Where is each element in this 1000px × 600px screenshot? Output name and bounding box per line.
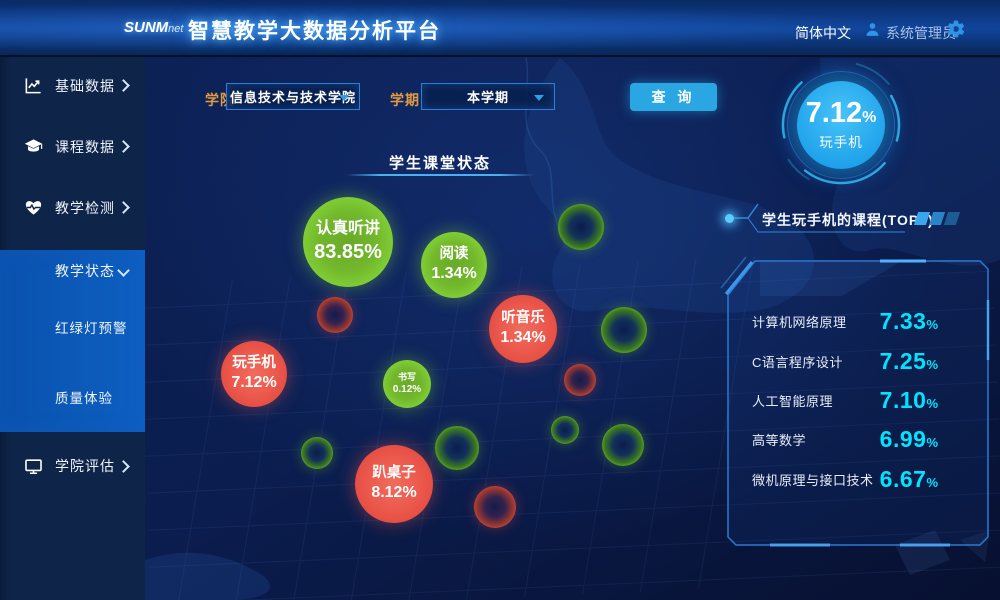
top5-list: 计算机网络原理 7.33% C语言程序设计 7.25% 人工智能原理 7.10% 高等数学 6… — [752, 302, 938, 499]
top5-value: 6.67% — [879, 465, 938, 492]
caret-down-icon — [534, 95, 544, 101]
language-switch[interactable]: 简体中文 — [795, 25, 851, 41]
query-button[interactable]: 查 询 — [630, 83, 717, 111]
phone-usage-gauge[interactable]: 7.12% 玩手机 — [797, 81, 885, 169]
top5-course: 人工智能原理 — [752, 393, 834, 409]
college-select[interactable]: 信息技术与技术学院 — [226, 83, 360, 110]
chevron-down-icon — [117, 264, 130, 277]
panel-glow-dot — [725, 214, 734, 223]
sidebar-item-label: 教学检测 — [55, 199, 115, 216]
bubble-value: 1.34% — [500, 329, 546, 347]
top5-row: C语言程序设计 7.25% — [752, 341, 938, 380]
bubble-label: 阅读 — [439, 246, 469, 263]
user-icon — [866, 23, 879, 36]
decorative-bubble — [474, 486, 516, 528]
state-bubble[interactable]: 玩手机 7.12% — [221, 341, 287, 407]
user-name[interactable]: 系统管理员 — [886, 25, 956, 41]
gear-icon[interactable] — [946, 19, 966, 39]
sidebar-subitem-label: 红绿灯预警 — [55, 321, 128, 336]
sidebar-item[interactable]: 课程数据 — [0, 116, 145, 177]
sidebar-item[interactable]: 教学检测 — [0, 177, 145, 238]
bubble-label: 玩手机 — [232, 355, 276, 372]
gauge-value: 7.12% — [805, 97, 877, 129]
decorative-bubble — [301, 437, 333, 469]
bubble-value: 83.85% — [314, 241, 382, 264]
state-bubble[interactable]: 阅读 1.34% — [421, 232, 487, 298]
state-bubble[interactable]: 趴桌子 8.12% — [355, 445, 433, 523]
top5-panel-title: 学生玩手机的课程(TOP5) — [762, 212, 934, 228]
sidebar-menu: 基础数据课程数据教学检测教学状态红绿灯预警质量体验学院评估 — [0, 55, 145, 600]
state-bubble[interactable]: 听音乐 1.34% — [489, 295, 557, 363]
term-filter-label: 学期 — [390, 92, 420, 108]
decorative-bubble — [564, 364, 596, 396]
monitor-icon — [24, 456, 44, 476]
decorative-bubble — [602, 424, 644, 466]
decorative-bubble — [551, 416, 579, 444]
bubble-value: 7.12% — [231, 374, 277, 392]
bubble-label: 书写 — [397, 371, 416, 382]
chart-title: 学生课堂状态 — [388, 155, 491, 172]
top5-value: 6.99% — [879, 426, 938, 453]
brand-logo: SUNMnet — [124, 19, 183, 36]
sidebar-item-label: 基础数据 — [55, 77, 115, 94]
gauge-label: 玩手机 — [819, 135, 863, 150]
top5-value: 7.33% — [879, 308, 938, 335]
sidebar-item[interactable]: 基础数据 — [0, 55, 145, 116]
term-select[interactable]: 本学期 — [421, 83, 555, 110]
sidebar-item-label: 学院评估 — [55, 458, 115, 474]
top5-course: 计算机网络原理 — [752, 315, 847, 331]
top5-row: 人工智能原理 7.10% — [752, 381, 938, 420]
bubble-value: 8.12% — [371, 484, 417, 502]
heart-pulse-icon — [24, 198, 44, 218]
state-bubble[interactable]: 认真听讲 83.85% — [303, 197, 393, 287]
graduation-cap-icon — [24, 137, 44, 157]
logo-main: SUNM — [124, 19, 169, 36]
top5-course: C语言程序设计 — [752, 354, 843, 370]
sidebar-subitem-label: 质量体验 — [55, 391, 113, 406]
sidebar-item-label: 教学状态 — [55, 263, 115, 279]
top5-course: 微机原理与接口技术 — [752, 472, 874, 488]
chart-title-underline — [346, 174, 534, 176]
bubble-label: 听音乐 — [501, 310, 545, 327]
sidebar-group-active: 教学状态红绿灯预警质量体验 — [0, 250, 145, 432]
bubble-value: 1.34% — [431, 265, 477, 283]
decorative-bubble — [317, 297, 353, 333]
bubble-value: 0.12% — [392, 384, 422, 396]
chevron-right-icon — [117, 459, 130, 473]
sidebar-item-label: 课程数据 — [55, 138, 115, 155]
chevron-right-icon — [117, 140, 130, 153]
top5-course: 高等数学 — [752, 433, 807, 449]
state-bubble[interactable]: 书写 0.12% — [383, 360, 431, 408]
chevron-right-icon — [117, 79, 130, 92]
sidebar-item[interactable]: 教学状态 — [0, 250, 145, 292]
sidebar-subitem[interactable]: 红绿灯预警 — [0, 292, 145, 362]
sidebar-item[interactable]: 学院评估 — [0, 438, 145, 494]
sidebar-subitem[interactable]: 质量体验 — [0, 362, 145, 432]
decorative-bubble — [435, 426, 479, 470]
top5-row: 计算机网络原理 7.33% — [752, 302, 938, 341]
top5-row: 微机原理与接口技术 6.67% — [752, 460, 938, 499]
page-title: 智慧教学大数据分析平台 — [188, 20, 441, 43]
decorative-bubble — [558, 204, 604, 250]
caret-down-icon — [339, 95, 349, 101]
app-header: SUNMnet 智慧教学大数据分析平台 简体中文 系统管理员 — [0, 0, 1000, 57]
logo-suffix: net — [168, 23, 184, 35]
top5-row: 高等数学 6.99% — [752, 420, 938, 459]
decorative-bubble — [601, 307, 647, 353]
bubble-label: 趴桌子 — [372, 465, 416, 482]
bubble-label: 认真听讲 — [315, 219, 380, 237]
term-select-value: 本学期 — [466, 90, 509, 105]
college-select-value: 信息技术与技术学院 — [229, 90, 356, 105]
top5-value: 7.10% — [879, 386, 938, 413]
chart-line-icon — [24, 76, 44, 96]
top5-value: 7.25% — [879, 347, 938, 374]
chevron-right-icon — [117, 201, 130, 214]
